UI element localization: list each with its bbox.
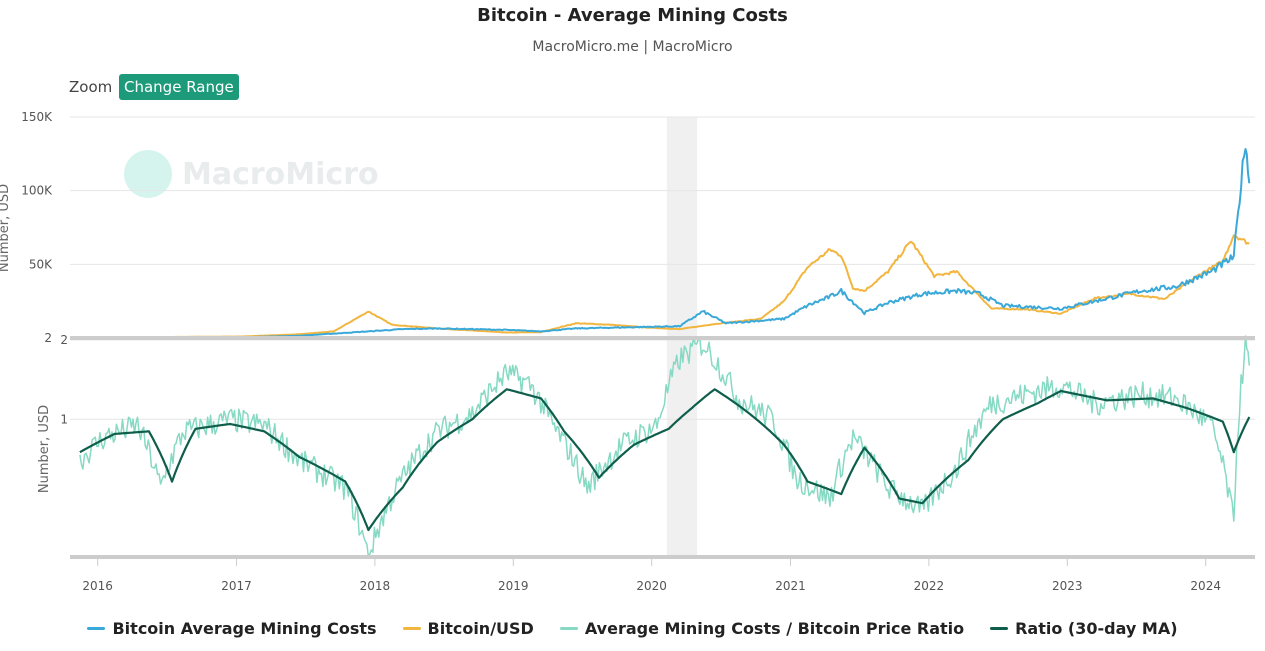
legend-label: Average Mining Costs / Bitcoin Price Rat…	[584, 619, 965, 638]
top-y-tick-label: 100K	[21, 184, 53, 198]
bottom-y-tick-label: 2	[60, 333, 68, 347]
legend-item[interactable]: Average Mining Costs / Bitcoin Price Rat…	[559, 619, 965, 638]
x-tick-label: 2017	[221, 579, 252, 593]
series-ratio-line	[79, 335, 1251, 558]
series-bitcoin-usd-line	[79, 234, 1250, 339]
legend-label: Bitcoin Average Mining Costs	[112, 619, 377, 638]
macromicro-logo-icon	[124, 150, 172, 198]
top-y-axis-title: Number, USD	[0, 184, 12, 272]
x-tick-label: 2022	[914, 579, 945, 593]
top-y-tick-label: 50K	[29, 257, 53, 271]
legend-swatch	[87, 627, 106, 630]
chart-title: Bitcoin - Average Mining Costs	[477, 5, 788, 26]
bottom-y-tick-label: 1	[60, 412, 68, 426]
change-range-button[interactable]: Change Range	[119, 74, 239, 100]
watermark: MacroMicro	[124, 150, 379, 198]
top-y-tick-label: 150K	[21, 110, 53, 124]
x-tick-label: 2020	[636, 579, 667, 593]
top-y-tick-label: 2	[44, 331, 52, 345]
legend-label: Ratio (30-day MA)	[1015, 619, 1178, 638]
series-ratio-ma-line	[79, 388, 1251, 532]
legend-item[interactable]: Bitcoin Average Mining Costs	[87, 619, 377, 638]
legend-swatch	[990, 627, 1009, 630]
watermark-text: MacroMicro	[182, 156, 379, 192]
legend-swatch	[559, 627, 578, 630]
x-axis-line	[70, 555, 1255, 559]
x-tick-label: 2024	[1190, 579, 1221, 593]
x-tick-label: 2018	[360, 579, 391, 593]
bottom-y-axis-title: Number, USD	[37, 405, 52, 493]
legend-item[interactable]: Ratio (30-day MA)	[990, 619, 1178, 638]
x-tick-label: 2023	[1052, 579, 1083, 593]
series-mining-cost-line	[79, 148, 1251, 339]
x-tick-label: 2021	[775, 579, 806, 593]
legend-label: Bitcoin/USD	[427, 619, 534, 638]
chart-subtitle: MacroMicro.me | MacroMicro	[532, 39, 733, 55]
panel-divider	[70, 336, 1255, 340]
zoom-label: Zoom	[69, 78, 113, 96]
x-tick-label: 2019	[498, 579, 529, 593]
x-tick-label: 2016	[82, 579, 113, 593]
legend: Bitcoin Average Mining Costs Bitcoin/USD A…	[0, 619, 1265, 638]
legend-item[interactable]: Bitcoin/USD	[402, 619, 534, 638]
legend-swatch	[402, 627, 421, 630]
